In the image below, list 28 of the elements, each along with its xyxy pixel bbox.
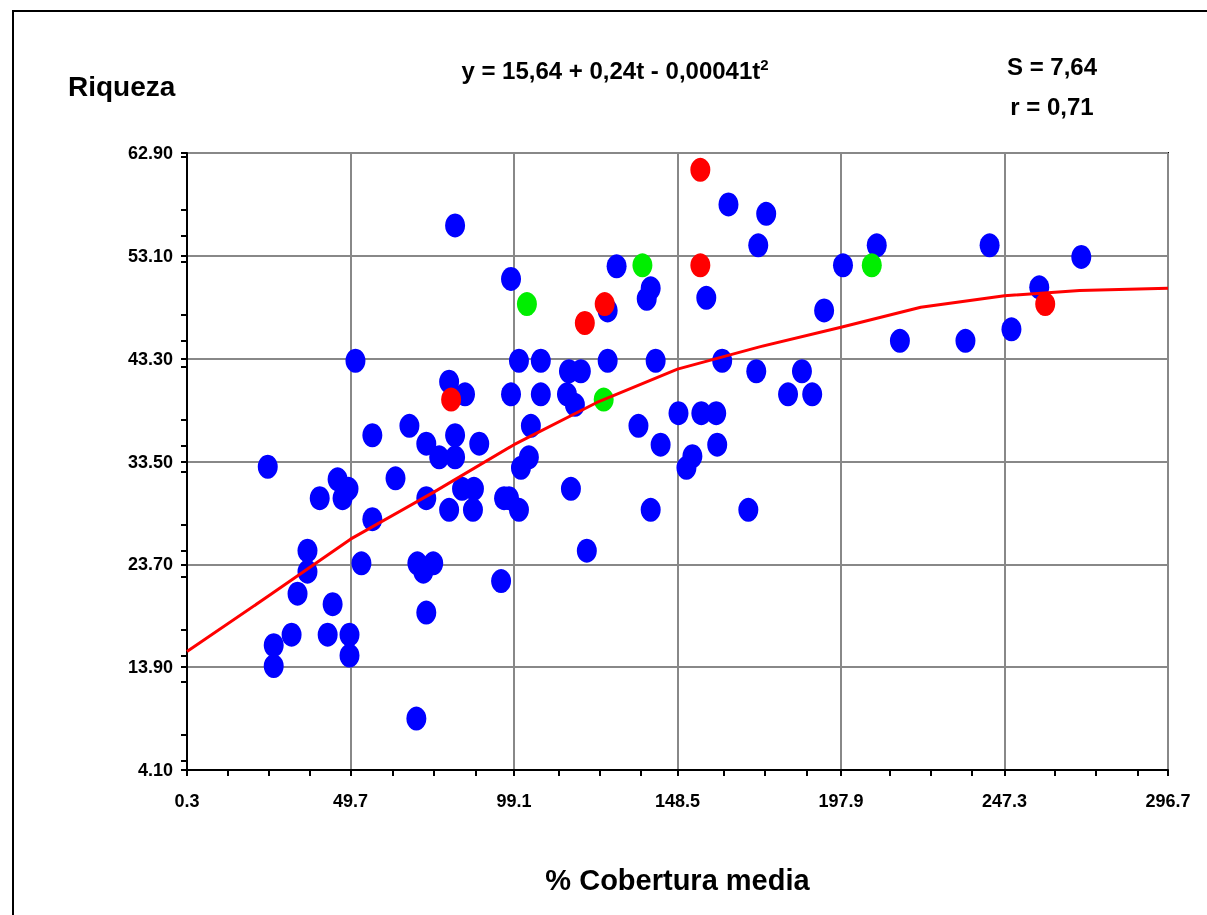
x-axis-title: % Cobertura media [545, 863, 811, 896]
y-tick-label: 33.50 [127, 451, 173, 472]
y-tick-label: 4.10 [137, 760, 173, 780]
y-tick-label: 43.30 [127, 348, 173, 369]
text: S = 7,64 [1006, 52, 1098, 80]
y-tick-label: 62.90 [127, 143, 173, 163]
y-tick-label: 53.10 [127, 245, 173, 266]
point [690, 157, 711, 182]
line-series [185, 286, 1170, 653]
x-tick-label: 197.9 [818, 791, 864, 811]
x-tick-label: 148.5 [654, 791, 701, 811]
x-tick-label: 296.7 [1145, 791, 1191, 811]
point [516, 292, 537, 317]
point [574, 311, 595, 335]
point [690, 253, 711, 278]
point [1035, 292, 1056, 317]
point [441, 387, 462, 412]
x-tick-label: 0.3 [174, 791, 200, 811]
y-tick-label: 13.90 [127, 657, 173, 678]
y-tick-label: 23.70 [127, 554, 173, 575]
text: r = 0,71 [1010, 92, 1094, 120]
y-axis-title: Riqueza [68, 70, 176, 102]
x-tick-label: 49.7 [332, 791, 369, 811]
x-tick-label: 247.3 [981, 791, 1028, 811]
x-tick-label: 99.1 [496, 791, 532, 811]
point [861, 253, 882, 278]
point [632, 253, 653, 278]
point [594, 292, 615, 317]
